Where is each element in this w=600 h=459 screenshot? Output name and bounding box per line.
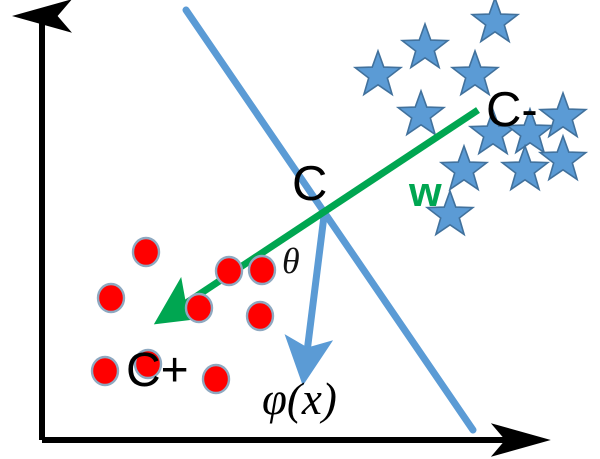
label-feature-map-phi-x: φ(x)	[262, 374, 337, 424]
dot-marker	[245, 300, 275, 332]
weight-vector-group	[153, 107, 480, 325]
hyperplane-group	[182, 6, 477, 434]
axes-group	[12, 0, 551, 457]
label-centroid-c: C	[292, 157, 328, 211]
star-marker	[537, 90, 589, 139]
star-marker	[449, 48, 501, 97]
dot-marker	[214, 255, 244, 287]
dot-marker	[184, 292, 214, 324]
phi-x-arrow	[284, 207, 334, 386]
phi-x-arrow-group	[284, 207, 334, 386]
dot-marker	[201, 363, 231, 395]
star-marker	[499, 143, 551, 192]
star-marker	[438, 143, 490, 192]
weight-vector-arrow	[153, 107, 480, 325]
dot-marker	[131, 236, 161, 268]
star-marker	[399, 21, 451, 70]
dot-marker	[133, 348, 163, 380]
star-marker	[537, 133, 589, 182]
dot-marker	[247, 254, 277, 286]
star-marker	[395, 88, 447, 137]
dot-markers-group	[90, 236, 277, 395]
star-marker	[352, 48, 404, 97]
star-markers-group	[352, 0, 589, 237]
star-marker	[424, 188, 476, 237]
label-class-negative: C-	[486, 83, 538, 137]
label-angle-theta: θ	[282, 241, 300, 281]
decision-boundary-line	[182, 6, 477, 434]
star-marker	[469, 0, 521, 44]
label-class-positive: C+	[126, 344, 189, 397]
star-marker	[504, 106, 556, 155]
dot-marker	[96, 282, 126, 314]
label-weight-vector: w	[409, 168, 442, 215]
dot-marker	[90, 355, 120, 387]
